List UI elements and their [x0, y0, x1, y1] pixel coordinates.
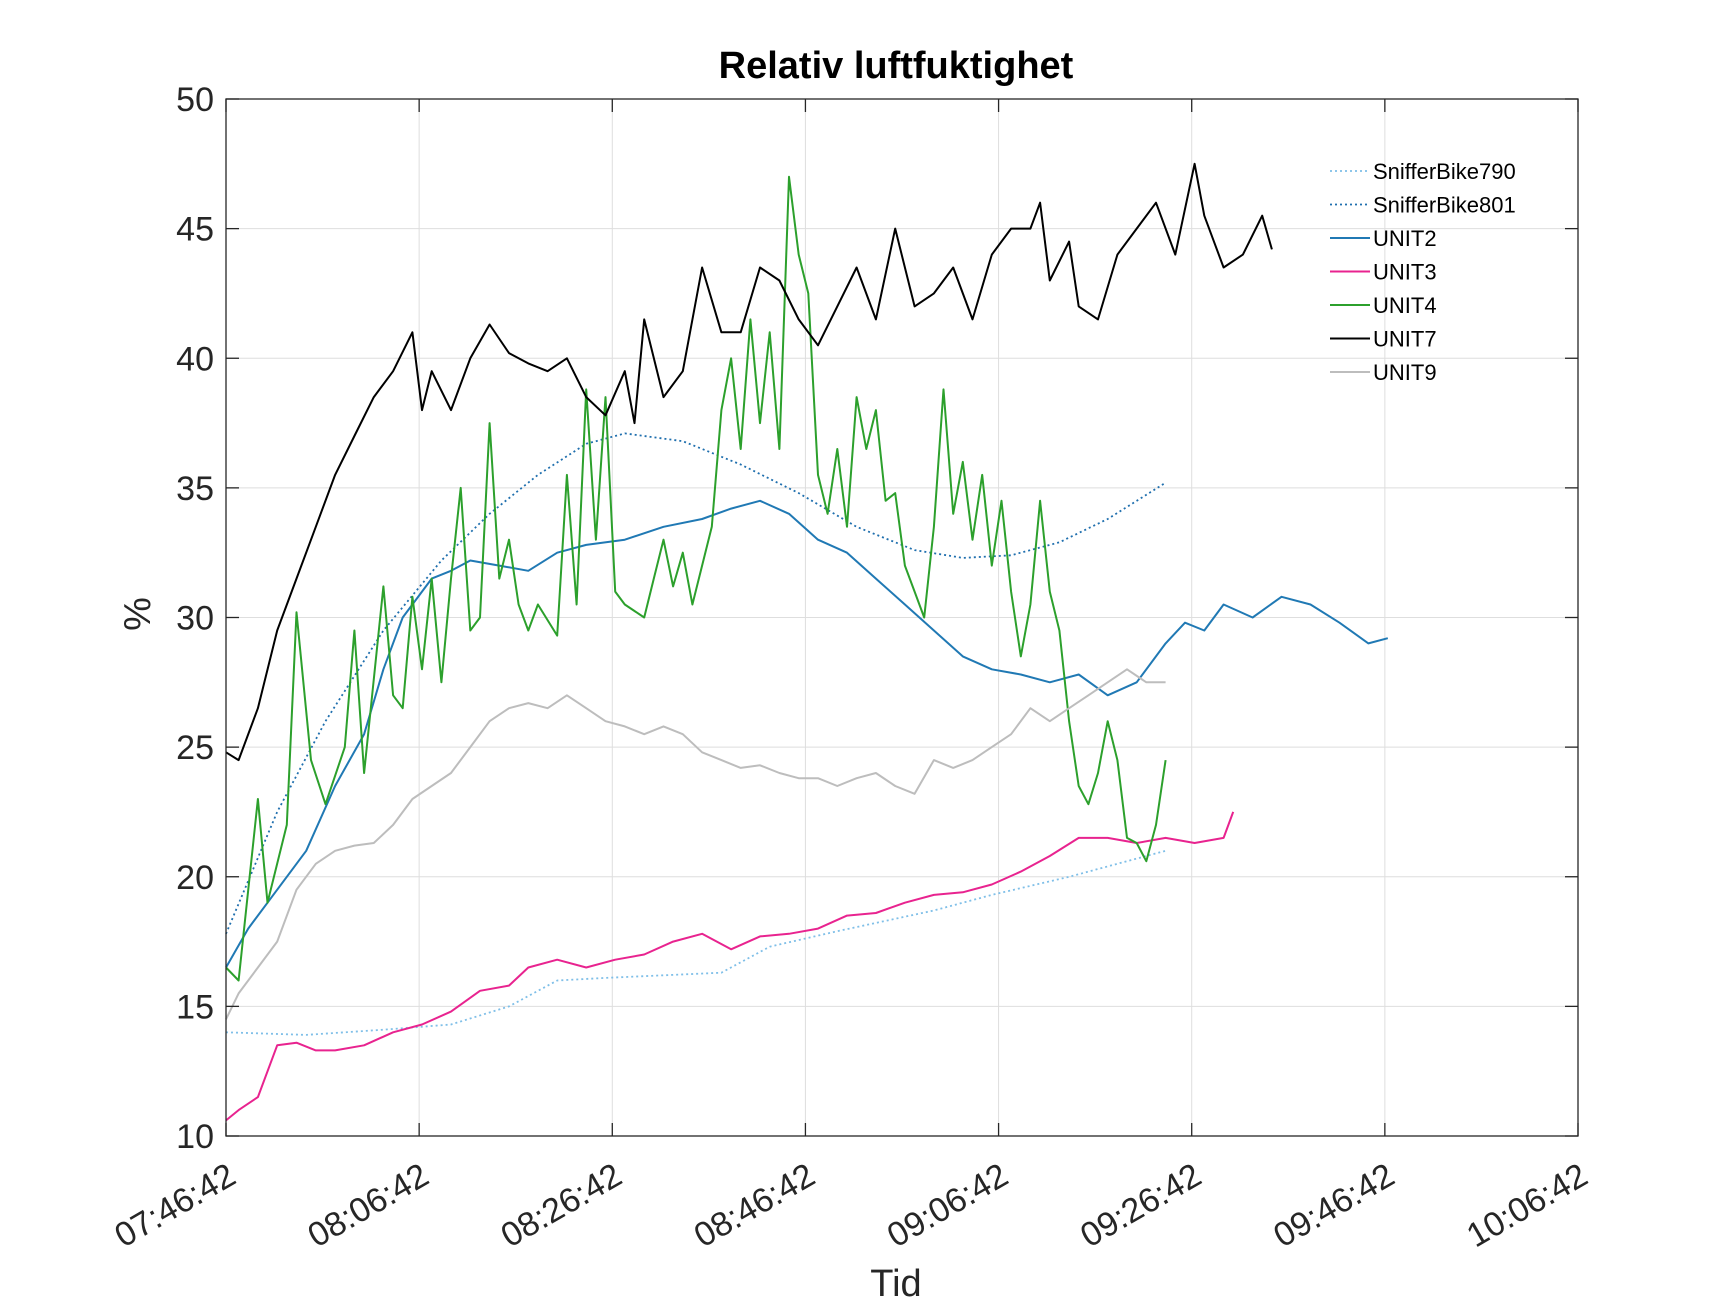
x-tick-label: 09:26:42: [1074, 1156, 1208, 1255]
series-line-snifferbike801: [225, 432, 1167, 935]
x-tick-label: 09:06:42: [881, 1156, 1015, 1255]
legend-label-unit9: UNIT9: [1373, 360, 1437, 385]
y-tick-label: 50: [176, 81, 214, 119]
series-line-snifferbike790: [225, 849, 1166, 1036]
y-tick-label: 35: [176, 470, 214, 508]
chart-title: Relativ luftfuktighet: [719, 45, 1074, 87]
x-axis-tick-labels: 07:46:42 08:06:42 08:26:42 08:46:42 09:06:42…: [108, 1156, 1594, 1255]
series-line-unit7: [225, 162, 1273, 762]
y-axis-label: %: [117, 597, 159, 631]
series-line-unit3: [225, 811, 1235, 1122]
legend-label-unit7: UNIT7: [1373, 327, 1437, 352]
legend: SnifferBike790 SnifferBike801 UNIT2 UNIT3 UN…: [1330, 159, 1516, 385]
y-tick-label: 25: [176, 729, 214, 767]
x-tick-label: 08:06:42: [302, 1156, 436, 1255]
legend-label-unit3: UNIT3: [1373, 260, 1437, 285]
axis-ticks: [225, 98, 1579, 1137]
y-tick-label: 10: [176, 1118, 214, 1156]
x-tick-label: 10:06:42: [1460, 1156, 1594, 1255]
series-line-unit9: [225, 668, 1166, 1020]
x-tick-label: 07:46:42: [108, 1156, 242, 1255]
legend-label-snifferbike790: SnifferBike790: [1373, 159, 1516, 184]
series-lines: [225, 162, 1389, 1122]
y-tick-label: 45: [176, 211, 214, 249]
legend-label-snifferbike801: SnifferBike801: [1373, 193, 1516, 218]
y-tick-label: 15: [176, 988, 214, 1026]
series-line-unit2: [225, 499, 1389, 968]
legend-label-unit2: UNIT2: [1373, 226, 1437, 251]
legend-label-unit4: UNIT4: [1373, 293, 1437, 318]
y-axis-tick-labels: 10 15 20 25 30 35 40 45 50: [176, 81, 214, 1156]
y-tick-label: 30: [176, 600, 214, 638]
series-line-unit4: [225, 175, 1167, 982]
x-tick-label: 08:46:42: [688, 1156, 822, 1255]
x-tick-label: 08:26:42: [495, 1156, 629, 1255]
grid: [225, 98, 1579, 1137]
y-tick-label: 20: [176, 859, 214, 897]
y-tick-label: 40: [176, 340, 214, 378]
x-axis-label: Tid: [870, 1263, 921, 1305]
x-tick-label: 09:46:42: [1267, 1156, 1401, 1255]
